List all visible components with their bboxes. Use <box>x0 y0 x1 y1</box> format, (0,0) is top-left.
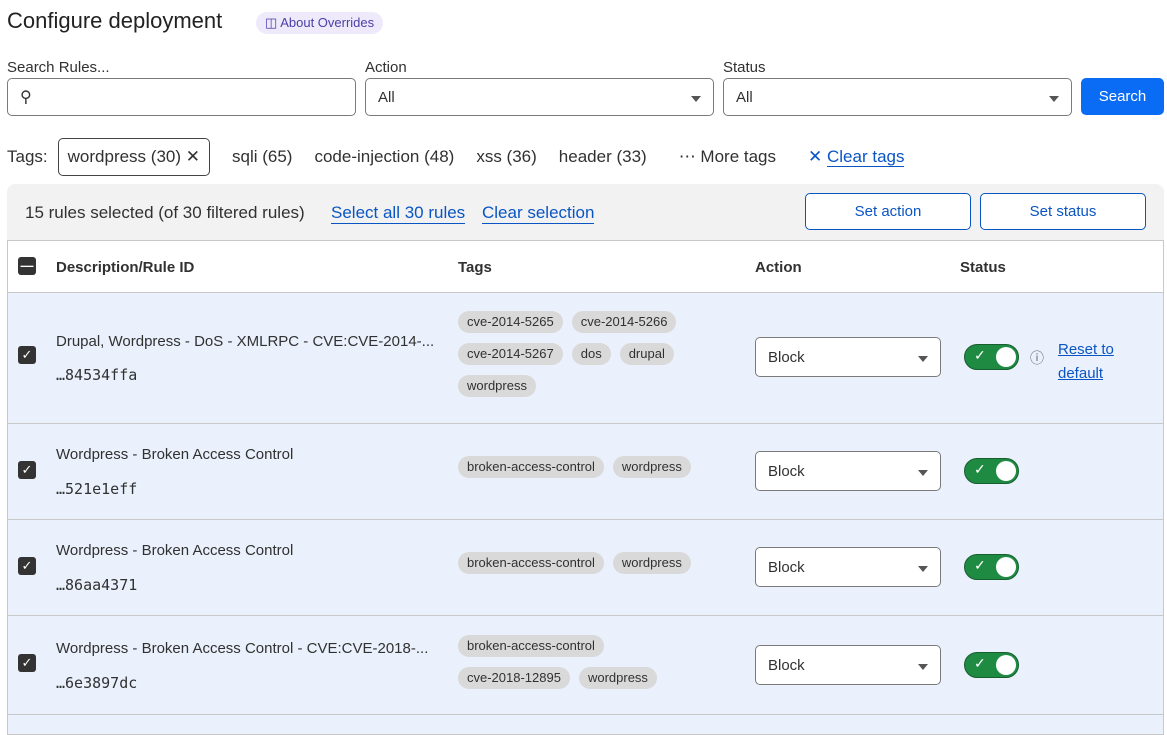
caret-down-icon <box>918 356 928 362</box>
check-icon: ✓ <box>974 557 986 573</box>
tag-sqli[interactable]: sqli (65) <box>232 147 293 166</box>
table-header: — Description/Rule ID Tags Action Status <box>8 241 1163 293</box>
table-row: ✓ Drupal, Wordpress - DoS - XMLRPC - CVE… <box>8 293 1163 424</box>
tag-pill: cve-2014-5265 <box>458 311 563 333</box>
check-icon: ✓ <box>974 655 986 671</box>
ellipsis-icon: ⋯ <box>678 147 696 166</box>
caret-down-icon <box>1049 96 1059 102</box>
caret-down-icon <box>918 566 928 572</box>
more-tags-button[interactable]: ⋯ More tags <box>678 147 777 166</box>
action-label: Action <box>365 59 407 76</box>
tag-code-injection[interactable]: code-injection (48) <box>314 147 455 166</box>
table-row <box>8 715 1163 735</box>
close-icon: ✕ <box>808 147 823 166</box>
about-overrides-link[interactable]: ◫ About Overrides <box>256 12 384 34</box>
tag-pill: wordpress <box>612 456 691 478</box>
caret-down-icon <box>918 664 928 670</box>
table-row: ✓ Wordpress - Broken Access Control …521… <box>8 424 1163 520</box>
action-select[interactable]: Block <box>755 337 941 377</box>
row-checkbox[interactable]: ✓ <box>18 346 36 364</box>
caret-down-icon <box>918 470 928 476</box>
tag-pill: cve-2014-5267 <box>458 343 563 365</box>
table-row: ✓ Wordpress - Broken Access Control …86a… <box>8 520 1163 616</box>
close-icon[interactable]: ✕ <box>185 147 200 166</box>
book-icon: ◫ <box>265 15 278 30</box>
action-select[interactable]: Block <box>755 451 941 491</box>
tag-pill: broken-access-control <box>458 456 604 478</box>
tag-pill: drupal <box>619 343 674 365</box>
selected-tag-wordpress[interactable]: wordpress (30) ✕ <box>57 138 210 176</box>
select-all-link[interactable]: Select all 30 rules <box>331 203 466 224</box>
rules-table: — Description/Rule ID Tags Action Status… <box>7 240 1164 735</box>
row-checkbox[interactable]: ✓ <box>18 461 36 479</box>
tag-filter-bar: Tags: wordpress (30) ✕ sqli (65) code-in… <box>7 138 926 176</box>
tag-pill: cve-2018-12895 <box>458 667 570 689</box>
status-toggle[interactable]: ✓ <box>964 458 1019 484</box>
status-toggle[interactable]: ✓ <box>964 652 1019 678</box>
table-row: ✓ Wordpress - Broken Access Control - CV… <box>8 616 1163 715</box>
caret-down-icon <box>691 96 701 102</box>
search-input[interactable]: ⚲ <box>7 78 356 116</box>
bulk-actions-bar: 15 rules selected (of 30 filtered rules)… <box>7 184 1164 240</box>
tag-pill: broken-access-control <box>458 552 604 574</box>
reset-to-default-link[interactable]: Reset to default <box>1058 341 1114 382</box>
action-select[interactable]: Block <box>755 547 941 587</box>
tag-pill: cve-2014-5266 <box>571 311 677 333</box>
check-icon: ✓ <box>974 461 986 477</box>
tag-pill: wordpress <box>458 375 536 397</box>
clear-selection-link[interactable]: Clear selection <box>482 203 595 224</box>
check-icon: ✓ <box>974 347 986 363</box>
status-toggle[interactable]: ✓ <box>964 344 1019 370</box>
status-label: Status <box>723 59 766 76</box>
select-all-checkbox[interactable]: — <box>18 257 36 275</box>
search-button[interactable]: Search <box>1081 78 1164 115</box>
tag-xss[interactable]: xss (36) <box>476 147 537 166</box>
search-label: Search Rules... <box>7 59 110 76</box>
page-title: Configure deployment <box>7 8 223 33</box>
status-select[interactable]: All <box>723 78 1072 116</box>
status-toggle[interactable]: ✓ <box>964 554 1019 580</box>
row-checkbox[interactable]: ✓ <box>18 654 36 672</box>
tag-header[interactable]: header (33) <box>558 147 647 166</box>
row-checkbox[interactable]: ✓ <box>18 557 36 575</box>
action-select[interactable]: Block <box>755 645 941 685</box>
action-select[interactable]: All <box>365 78 714 116</box>
selection-summary: 15 rules selected (of 30 filtered rules) <box>25 203 305 222</box>
tag-pill: broken-access-control <box>458 635 604 657</box>
clear-tags-button[interactable]: ✕ Clear tags <box>808 147 905 167</box>
set-status-button[interactable]: Set status <box>980 193 1146 230</box>
set-action-button[interactable]: Set action <box>805 193 971 230</box>
search-icon: ⚲ <box>20 89 32 106</box>
tag-pill: dos <box>571 343 611 365</box>
tag-pill: wordpress <box>578 667 657 689</box>
tag-pill: wordpress <box>612 552 691 574</box>
tags-label: Tags: <box>7 147 48 166</box>
info-icon[interactable]: ⓘ <box>1030 350 1044 366</box>
